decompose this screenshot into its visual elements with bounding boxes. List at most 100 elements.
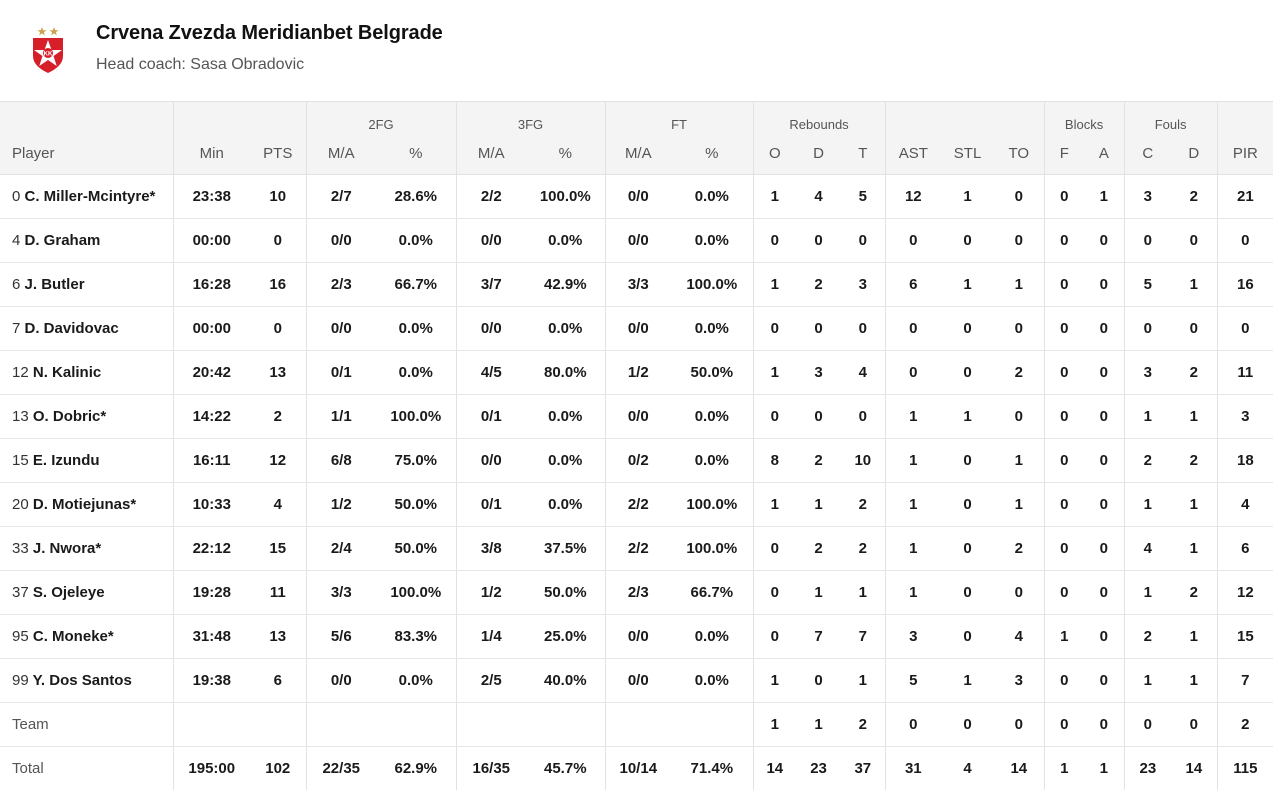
player-name[interactable]: S. Ojeleye <box>32 584 105 601</box>
stat-ast: 1 <box>884 438 942 483</box>
stat-reb-d: 0 <box>796 394 842 439</box>
stat-pir: 7 <box>1216 658 1273 703</box>
stats-body: 0 C. Miller-Mcintyre* 23:38 10 2/7 28.6% 2/2 1… <box>0 174 1273 790</box>
group-ft: FT <box>604 101 754 132</box>
player-name[interactable]: O. Dobric* <box>32 408 107 425</box>
stat-2fg-ma: 0/0 <box>305 658 376 703</box>
group-fouls: Fouls <box>1123 101 1218 132</box>
player-name[interactable]: Y. Dos Santos <box>32 672 132 689</box>
stat-min: 195:00 <box>172 746 250 790</box>
stat-foul-c: 1 <box>1123 482 1172 527</box>
stat-min: 20:42 <box>172 350 250 395</box>
stat-blk-a: 0 <box>1084 394 1125 439</box>
stat-reb-t: 37 <box>854 760 872 777</box>
stat-ft-ma: 2/2 <box>604 526 672 571</box>
stat-2fg-ma: 22/35 <box>305 746 376 790</box>
stat-foul-c: 3 <box>1123 174 1172 219</box>
stat-3fg-ma: 0/1 <box>455 482 527 527</box>
stat-foul-c: 3 <box>1123 350 1172 395</box>
stat-2fg-ma: 2/3 <box>305 262 376 307</box>
stat-ast: 1 <box>884 394 942 439</box>
stat-ft-pct: 71.4% <box>690 760 734 777</box>
stat-3fg-ma: 0/0 <box>455 438 527 483</box>
stat-3fg-pct: 0.0% <box>526 218 606 263</box>
col-pir: PIR <box>1216 132 1273 175</box>
player-number: 37 <box>12 584 29 601</box>
stat-pir: 21 <box>1216 174 1273 219</box>
stat-3fg-pct: 37.5% <box>526 526 606 571</box>
col-reb-t: T <box>841 132 886 175</box>
stat-blk-f: 1 <box>1043 614 1085 659</box>
player-name[interactable]: D. Motiejunas* <box>32 496 137 513</box>
stat-foul-c: 0 <box>1123 218 1172 263</box>
stat-3fg-pct: 42.9% <box>526 262 606 307</box>
stat-reb-t: 2 <box>841 702 886 747</box>
stat-foul-c: 0 <box>1123 702 1172 747</box>
stat-reb-t: 10 <box>841 438 886 483</box>
stat-reb-o: 0 <box>752 218 797 263</box>
stat-2fg-ma: 0/0 <box>305 218 376 263</box>
col-blk-a: A <box>1084 132 1125 175</box>
stat-reb-d: 0 <box>796 218 842 263</box>
stat-blk-a: 0 <box>1084 306 1125 351</box>
stat-ast: 1 <box>884 570 942 615</box>
player-name[interactable]: D. Davidovac <box>24 320 119 337</box>
stat-3fg-pct: 100.0% <box>526 174 606 219</box>
stat-ft-ma: 0/0 <box>604 218 672 263</box>
stat-2fg-ma: 1/1 <box>305 394 376 439</box>
col-reb-o: O <box>752 132 797 175</box>
stat-blk-f: 0 <box>1043 526 1085 571</box>
col-foul-c: C <box>1123 132 1172 175</box>
total-row: Total 195:00 102 22/35 62.9% 16/35 45.7% 10/14 7… <box>0 746 1273 790</box>
stat-2fg-pct: 28.6% <box>376 174 457 219</box>
stat-blk-f: 0 <box>1043 218 1085 263</box>
player-number: 4 <box>12 232 21 249</box>
player-cell: 37 S. Ojeleye <box>0 570 173 615</box>
stat-to: 0 <box>994 394 1045 439</box>
stat-ft-pct: 0.0% <box>671 218 754 263</box>
stat-pts: 13 <box>250 350 306 395</box>
logo-text: KK <box>44 52 53 58</box>
stat-foul-d: 2 <box>1171 174 1218 219</box>
stat-to: 3 <box>994 658 1045 703</box>
stat-reb-o: 8 <box>752 438 797 483</box>
stat-reb-o: 0 <box>752 614 797 659</box>
stat-stl: 0 <box>941 526 995 571</box>
stat-2fg-ma: 1/2 <box>305 482 376 527</box>
stat-2fg-pct: 0.0% <box>376 350 457 395</box>
player-name[interactable]: C. Moneke* <box>32 628 114 645</box>
player-cell: 7 D. Davidovac <box>0 306 173 351</box>
stat-2fg-pct: 0.0% <box>376 306 457 351</box>
player-name[interactable]: N. Kalinic <box>32 364 102 381</box>
stat-reb-o: 0 <box>752 570 797 615</box>
stat-pir: 0 <box>1216 218 1273 263</box>
stat-3fg-ma: 0/0 <box>455 306 527 351</box>
player-number: 99 <box>12 672 29 689</box>
player-cell: 0 C. Miller-Mcintyre* <box>0 174 173 219</box>
stat-pts: 4 <box>250 482 306 527</box>
col-to: TO <box>994 132 1045 175</box>
stat-pts: 0 <box>250 306 306 351</box>
stat-ft-pct: 0.0% <box>671 174 754 219</box>
stat-ast: 1 <box>884 526 942 571</box>
stat-foul-c: 2 <box>1123 614 1172 659</box>
stat-foul-d: 1 <box>1171 614 1218 659</box>
player-row: 95 C. Moneke* 31:48 13 5/6 83.3% 1/4 25.0% 0/0 0… <box>0 614 1273 659</box>
stat-2fg-ma: 0/1 <box>305 350 376 395</box>
player-name[interactable]: D. Graham <box>24 232 101 249</box>
stat-2fg-ma: 6/8 <box>305 438 376 483</box>
stat-min: 00:00 <box>172 306 250 351</box>
stat-reb-d: 1 <box>796 570 842 615</box>
stat-ast: 6 <box>884 262 942 307</box>
player-name[interactable]: E. Izundu <box>32 452 100 469</box>
player-name[interactable]: J. Nwora* <box>32 540 102 557</box>
player-name[interactable]: J. Butler <box>24 276 85 293</box>
player-name[interactable]: C. Miller-Mcintyre* <box>24 188 156 205</box>
stat-reb-t: 7 <box>841 614 886 659</box>
stat-reb-t: 2 <box>841 482 886 527</box>
stat-2fg-ma: 2/7 <box>305 174 376 219</box>
stat-stl: 0 <box>941 482 995 527</box>
stat-blk-a: 0 <box>1084 526 1125 571</box>
stat-stl: 0 <box>941 350 995 395</box>
player-row: 37 S. Ojeleye 19:28 11 3/3 100.0% 1/2 50.0% 2/3… <box>0 570 1273 615</box>
